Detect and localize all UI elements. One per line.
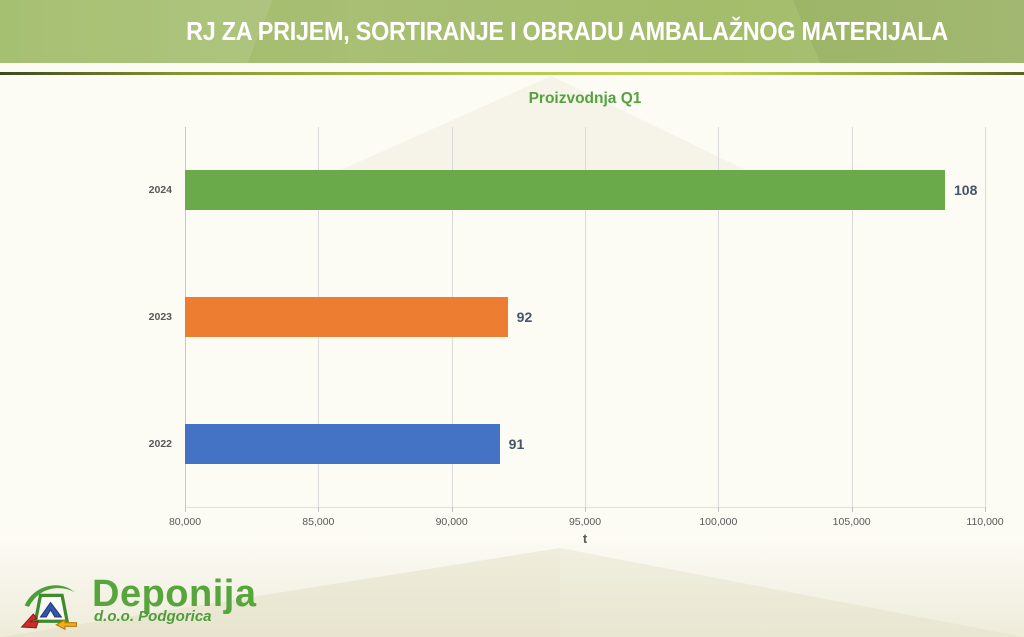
plot-area: 80,000 85,000 90,000 95,000 100,000 105,000 11… (149, 127, 1004, 528)
x-axis-title: t (582, 531, 588, 546)
data-label: 91 (508, 435, 525, 452)
bar-2022 (185, 423, 500, 464)
axis-tick-mark (585, 507, 586, 512)
x-axis-tick-label: 100,000 (699, 516, 738, 528)
x-axis-tick-label: 80,000 (168, 516, 202, 528)
gridline (985, 127, 986, 507)
header-divider (0, 72, 1024, 75)
bar-row: 2023 92 (149, 254, 985, 381)
header-band: RJ ZA PRIJEM, SORTIRANJE I OBRADU AMBALA… (0, 0, 1024, 63)
footer-logo: Deponija d.o.o. Podgorica (16, 575, 256, 633)
gridline (718, 127, 720, 507)
background-facet (560, 548, 1024, 637)
page-title: RJ ZA PRIJEM, SORTIRANJE I OBRADU AMBALA… (186, 16, 948, 46)
x-axis-tick-label: 105,000 (832, 516, 871, 528)
axis-tick-mark (318, 507, 320, 512)
gridline (851, 127, 853, 507)
logo-subtitle: d.o.o. Podgorica (94, 608, 212, 625)
x-axis-tick-label: 110,000 (966, 516, 1004, 528)
bar-2023 (185, 297, 508, 337)
x-axis-tick-label: 90,000 (435, 516, 468, 528)
chart-title: Proizvodnja Q1 (528, 90, 642, 107)
category-label: 2023 (148, 311, 172, 323)
bar-row: 2024 108 (149, 127, 985, 254)
x-axis-tick-label: 95,000 (568, 516, 602, 528)
bar-row: 2022 91 (149, 380, 985, 507)
x-axis-tick-label: 85,000 (302, 516, 335, 528)
axis-tick-mark (718, 507, 720, 512)
category-label: 2024 (148, 184, 172, 197)
category-label: 2022 (148, 437, 172, 450)
gridline (585, 127, 586, 507)
data-label: 108 (954, 182, 978, 199)
axis-tick-mark (451, 507, 453, 512)
logo-text: Deponija d.o.o. Podgorica (92, 575, 256, 625)
axis-tick-mark (851, 507, 853, 512)
axis-tick-mark (185, 507, 186, 512)
deponija-logo-icon (20, 585, 78, 631)
bar-2024 (185, 170, 945, 211)
data-label: 92 (516, 309, 533, 325)
axis-tick-mark (985, 507, 986, 512)
